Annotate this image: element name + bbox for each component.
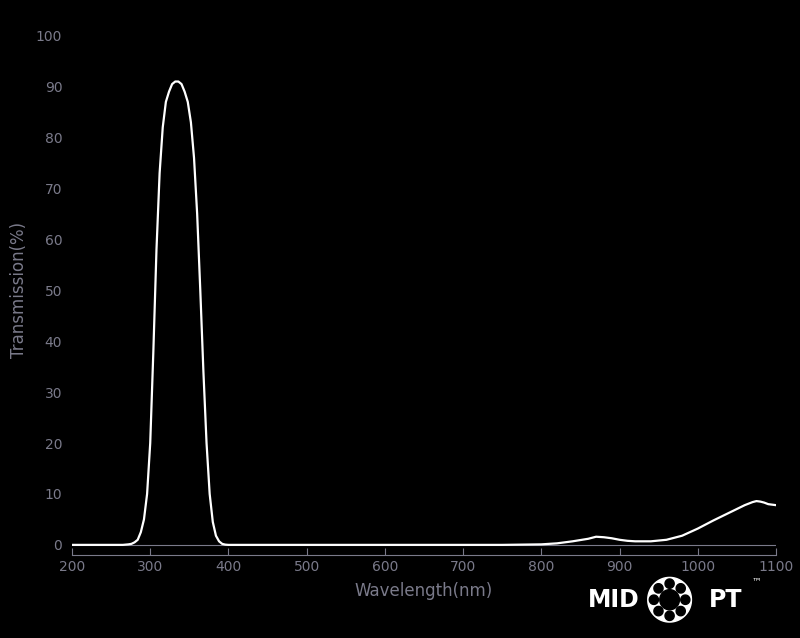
Text: ™: ™ [752,577,762,587]
Text: MID: MID [587,588,639,612]
Polygon shape [681,595,690,604]
Polygon shape [660,590,679,610]
Polygon shape [665,611,674,621]
Polygon shape [665,579,674,588]
Polygon shape [676,606,686,616]
Polygon shape [650,595,658,604]
Polygon shape [654,606,663,616]
Polygon shape [654,584,663,593]
X-axis label: Wavelength(nm): Wavelength(nm) [355,582,493,600]
Text: PT: PT [709,588,742,612]
Polygon shape [676,584,686,593]
Y-axis label: Transmission(%): Transmission(%) [10,222,27,359]
Polygon shape [648,577,691,622]
